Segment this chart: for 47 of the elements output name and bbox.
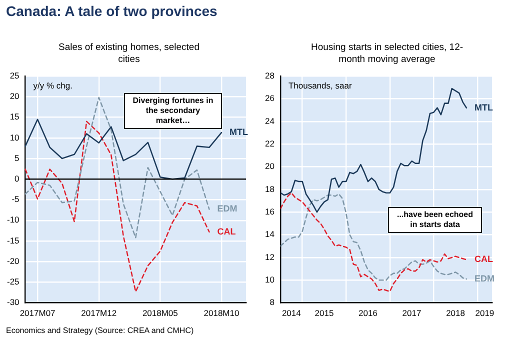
y-tick-label: 16 [264, 206, 275, 216]
y-tick-label: 22 [264, 138, 275, 148]
y-tick-label: 25 [10, 70, 20, 80]
series-label: MTL [474, 102, 494, 112]
x-tick-label: 2015 [314, 308, 334, 318]
chart-subtitle: Housing starts in selected cities, 12-month moving average [310, 42, 464, 66]
series-label: EDM [474, 273, 494, 284]
y-tick-label: 10 [264, 274, 275, 284]
annotation: ...have been echoed in starts data [388, 207, 482, 233]
y-tick-label: 28 [264, 70, 275, 80]
y-tick-label: 18 [264, 184, 275, 194]
y-tick-label: 10 [10, 132, 20, 142]
y-tick-label: 24 [264, 116, 275, 126]
y-tick-label: 14 [264, 229, 275, 240]
y-tick-label: -25 [6, 276, 20, 287]
series-label: CAL [474, 254, 494, 264]
x-tick-label: 2018M10 [204, 308, 240, 318]
x-tick-label: 2016 [358, 308, 378, 318]
chart-subtitle: Sales of existing homes, selected cities [58, 42, 200, 66]
y-tick-label: -5 [12, 194, 20, 204]
x-tick-label: 2019 [475, 308, 494, 318]
y-tick-label: -10 [6, 214, 20, 225]
x-tick-label: 2017M07 [20, 308, 56, 318]
series-label: EDM [217, 204, 238, 214]
x-tick-label: 2017 [402, 308, 422, 318]
series-label: MTL [229, 127, 248, 138]
x-tick-label: 2017M12 [81, 308, 117, 318]
y-tick-label: 0 [14, 173, 20, 184]
y-tick-label: -30 [6, 297, 20, 308]
x-tick-label: 2018 [446, 308, 466, 318]
y-tick-label: 20 [10, 91, 20, 102]
series-label: CAL [217, 226, 236, 236]
y-tick-label: 26 [264, 93, 275, 104]
y-tick-label: -20 [6, 256, 20, 266]
annotation: Diverging fortunes in the secondary market… [124, 93, 222, 129]
x-tick-label: 2014 [282, 308, 302, 318]
x-tick-label: 2018M05 [142, 308, 178, 318]
y-tick-label: 20 [264, 161, 275, 172]
y-axis-title: Thousands, saar [288, 80, 352, 91]
chart-title: Canada: A tale of two provinces [6, 3, 218, 19]
y-tick-label: 15 [10, 112, 20, 122]
text: Economics and Strategy (Source: CREA and CMHC) [6, 326, 194, 335]
y-tick-label: 12 [264, 252, 275, 262]
y-tick-label: -15 [6, 235, 20, 246]
y-axis-title: y/y % chg. [33, 80, 73, 91]
y-tick-label: 8 [270, 297, 275, 308]
y-tick-label: 5 [14, 152, 20, 163]
